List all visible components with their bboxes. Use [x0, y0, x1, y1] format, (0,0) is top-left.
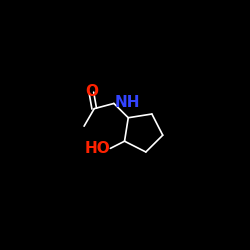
Text: NH: NH	[115, 95, 140, 110]
Text: O: O	[85, 84, 98, 99]
Text: HO: HO	[84, 141, 110, 156]
